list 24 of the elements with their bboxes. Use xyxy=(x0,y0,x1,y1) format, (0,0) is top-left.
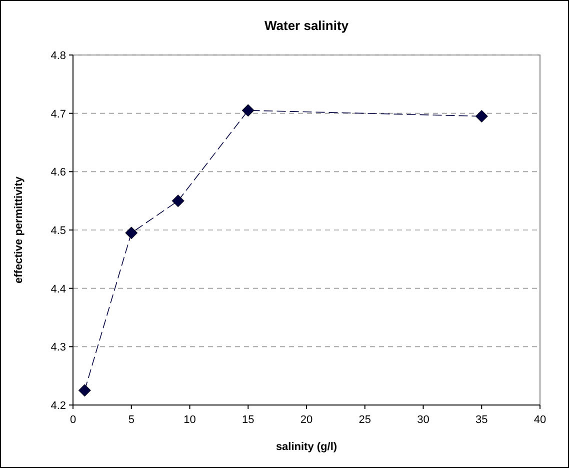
y-tick-label: 4.7 xyxy=(50,108,66,120)
y-tick-label: 4.4 xyxy=(50,283,66,296)
y-tick-label: 4.3 xyxy=(50,342,66,354)
y-tick-label: 4.5 xyxy=(50,225,66,237)
x-tick-label: 40 xyxy=(534,414,546,426)
x-tick-label: 35 xyxy=(476,414,488,426)
x-tick-label: 10 xyxy=(184,414,196,426)
y-tick-label: 4.6 xyxy=(50,166,66,179)
y-axis-title: effective permittivity xyxy=(13,176,25,284)
point xyxy=(125,226,138,240)
x-tick-label: 15 xyxy=(242,414,254,426)
x-tick-label: 20 xyxy=(300,414,313,426)
point xyxy=(78,384,91,397)
point xyxy=(172,194,184,208)
x-tick-label: 30 xyxy=(417,414,430,426)
x-tick-label: 0 xyxy=(70,414,76,426)
y-tick-label: 4.8 xyxy=(50,50,66,62)
x-axis-title: salinity (g/l) xyxy=(276,441,338,453)
point xyxy=(242,104,254,117)
x-tick-label: 25 xyxy=(358,414,371,426)
x-tick-label: 5 xyxy=(128,414,134,426)
y-tick-label: 4.2 xyxy=(50,400,66,412)
chart-title: Water salinity xyxy=(264,18,350,33)
point xyxy=(475,110,488,122)
